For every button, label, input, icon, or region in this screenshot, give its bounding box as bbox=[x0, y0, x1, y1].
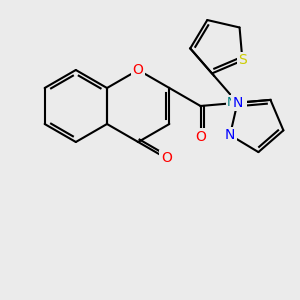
Text: O: O bbox=[195, 130, 206, 144]
Text: O: O bbox=[133, 63, 144, 77]
Text: N: N bbox=[232, 96, 243, 110]
Text: S: S bbox=[238, 53, 247, 68]
Text: O: O bbox=[161, 151, 172, 165]
Text: N: N bbox=[225, 128, 235, 142]
Text: NH: NH bbox=[227, 96, 246, 110]
